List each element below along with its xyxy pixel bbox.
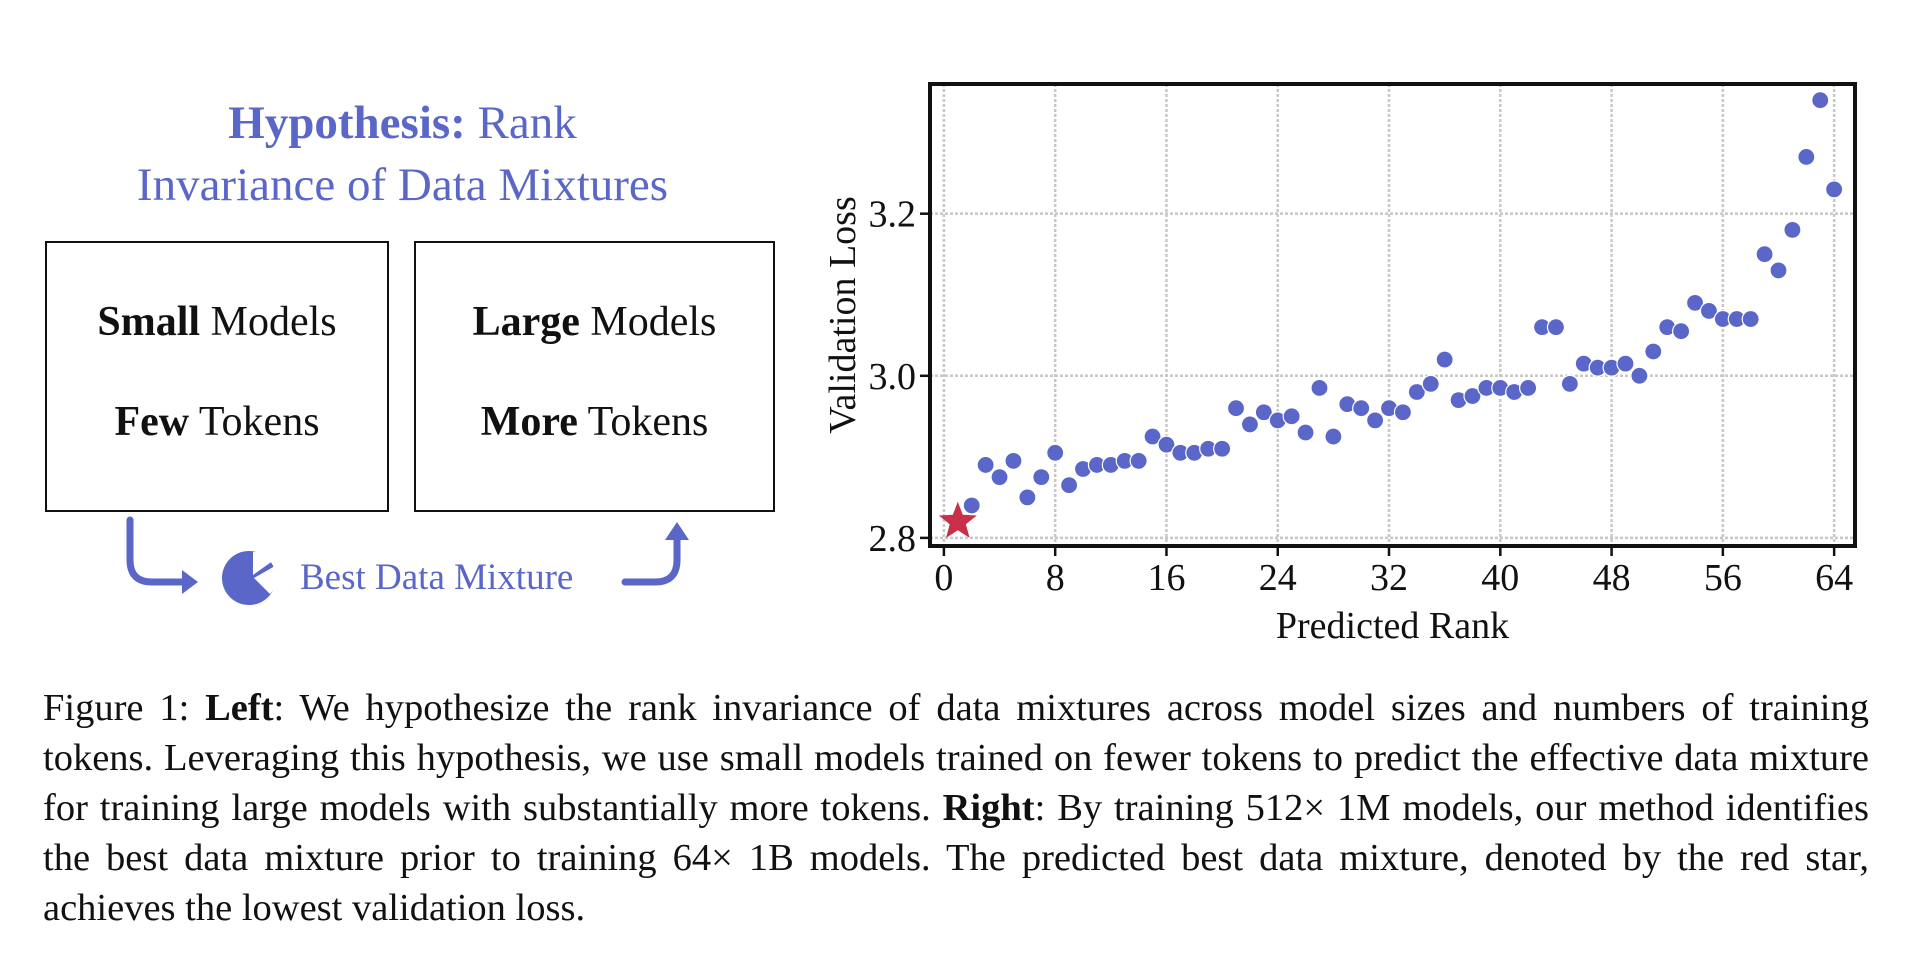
data-point: [1407, 382, 1426, 402]
right-arrow: [621, 534, 681, 586]
data-point: [1226, 399, 1246, 418]
data-point: [1644, 342, 1663, 361]
data-point: [1004, 451, 1023, 470]
data-point: [1296, 423, 1315, 442]
few-label: Few: [114, 399, 190, 445]
figure-caption: Figure 1: Left: We hypothesize the rank …: [43, 683, 1869, 933]
data-point: [1685, 293, 1705, 312]
small-models-line: Small Models: [47, 298, 387, 346]
y-tick-label: 2.8: [869, 518, 917, 560]
right-arrowhead: [665, 522, 689, 540]
hypothesis-title-line2: Invariance of Data Mixtures: [136, 159, 669, 211]
caption-right-bold: Right: [942, 787, 1035, 829]
data-point: [976, 455, 995, 475]
large-label: Large: [472, 299, 580, 345]
data-point: [1797, 147, 1816, 167]
data-point: [962, 496, 981, 515]
data-point: [1630, 366, 1649, 385]
data-point: [1157, 435, 1176, 454]
caption-left-bold: Left: [205, 687, 274, 729]
left-arrow: [126, 516, 187, 586]
large-models-line: Large Models: [416, 298, 773, 346]
tokens-label: Tokens: [189, 399, 320, 445]
x-tick-label: 40: [1481, 557, 1519, 599]
data-point: [1282, 407, 1301, 426]
caption-prefix: Figure 1:: [43, 687, 206, 729]
data-point: [1240, 415, 1260, 434]
caption-left-text: : We hypothesize the rank invariance of …: [43, 687, 1869, 829]
x-tick-label: 56: [1704, 557, 1742, 599]
best-data-mixture-label: Best Data Mixture: [300, 557, 574, 598]
data-point: [1059, 476, 1079, 495]
data-point: [1463, 386, 1482, 406]
x-tick-label: 24: [1259, 557, 1297, 599]
few-tokens-line: Few Tokens: [47, 398, 387, 446]
data-point: [990, 468, 1009, 487]
data-point: [1213, 439, 1232, 458]
left-arrowhead: [182, 570, 198, 594]
data-point: [1352, 399, 1371, 418]
hypothesis-title-bold: Hypothesis:: [228, 97, 466, 149]
large-models-box: Large Models More Tokens: [414, 241, 775, 512]
x-tick-label: 0: [934, 557, 953, 599]
pie-chart-icon: [222, 551, 278, 605]
models-label-right: Models: [579, 299, 717, 345]
data-point: [1519, 378, 1538, 398]
data-point: [1672, 322, 1691, 341]
flow-arrows: [126, 516, 689, 605]
data-point: [1421, 374, 1440, 393]
models-label: Models: [200, 299, 337, 345]
x-axis-label: Predicted Rank: [1276, 605, 1509, 647]
data-point: [1825, 180, 1844, 199]
data-point: [1616, 354, 1635, 373]
data-point: [1560, 374, 1579, 393]
best-mixture-star: [938, 501, 977, 538]
x-tick-label: 16: [1147, 557, 1185, 599]
data-point: [1310, 378, 1329, 398]
data-point: [1755, 245, 1774, 264]
more-label: More: [480, 399, 578, 445]
more-tokens-line: More Tokens: [416, 398, 773, 446]
x-tick-label: 48: [1593, 557, 1631, 599]
y-axis-label: Validation Loss: [822, 196, 864, 433]
data-point: [1324, 427, 1343, 446]
y-tick-label: 3.0: [869, 356, 917, 398]
x-tick-label: 32: [1370, 557, 1408, 599]
data-point: [1435, 350, 1454, 369]
chart-frame: [928, 82, 1857, 548]
small-label: Small: [97, 299, 201, 345]
data-point: [1741, 309, 1760, 329]
chart-points: [938, 91, 1844, 538]
data-point: [1143, 427, 1162, 446]
x-tick-label: 64: [1815, 557, 1853, 599]
hypothesis-title-rest: Rank: [477, 97, 577, 149]
data-point: [1769, 261, 1788, 280]
data-point: [1393, 403, 1413, 422]
data-point: [1783, 220, 1802, 239]
data-point: [1254, 403, 1273, 422]
chart-ticks: 0 8 16 24 32 40 48 56 64 2.8 3.0 3.2: [869, 194, 1854, 599]
data-point: [1546, 318, 1566, 337]
tokens-label-right: Tokens: [577, 399, 709, 445]
caption-right-text: : By training 512× 1M models, our method…: [43, 787, 1869, 929]
data-point: [1366, 411, 1385, 430]
data-point: [1811, 91, 1830, 110]
data-point: [1129, 451, 1148, 470]
data-point: [1699, 301, 1719, 321]
data-point: [1046, 443, 1065, 462]
x-tick-label: 8: [1046, 557, 1065, 599]
data-point: [1032, 468, 1051, 487]
small-models-box: Small Models Few Tokens: [45, 241, 389, 512]
y-tick-label: 3.2: [869, 194, 917, 236]
hypothesis-title: Hypothesis: Rank Invariance of Data Mixt…: [40, 92, 765, 216]
data-point: [1018, 488, 1037, 507]
validation-loss-chart: 0 8 16 24 32 40 48 56 64 2.8 3.0 3.2 Predicted Rank…: [822, 82, 1857, 647]
